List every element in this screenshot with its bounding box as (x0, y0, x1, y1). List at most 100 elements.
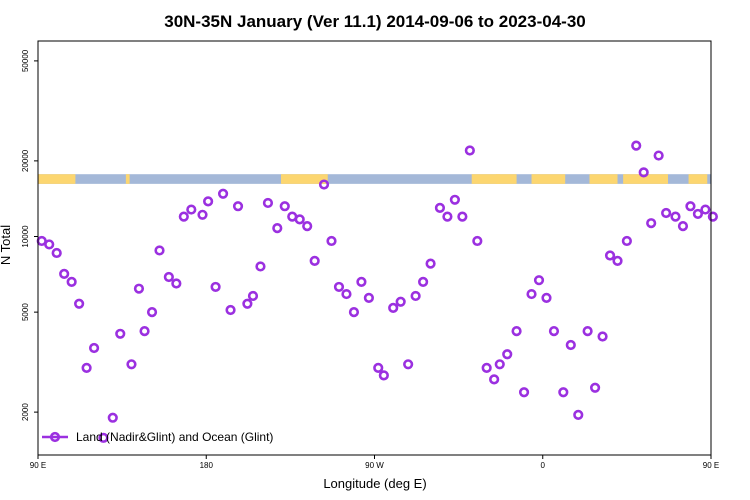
data-point (565, 339, 576, 351)
data-point (481, 362, 492, 373)
data-point (326, 235, 337, 247)
data-point (558, 387, 569, 398)
data-point (163, 271, 174, 283)
data-point (294, 214, 305, 225)
plot-frame (37, 40, 712, 456)
x-tick-label: 90 E (30, 461, 46, 470)
data-point (541, 292, 552, 303)
chart-title: 30N-35N January (Ver 11.1) 2014-09-06 to… (164, 12, 585, 31)
data-point (677, 221, 689, 232)
data-point (146, 307, 158, 318)
data-point (98, 432, 109, 443)
ocean-band (38, 174, 711, 184)
data-point (178, 211, 189, 222)
data-point (582, 326, 593, 337)
data-point (442, 211, 453, 222)
data-point (197, 209, 208, 220)
x-tick-label: 90 W (365, 461, 384, 470)
data-point (115, 328, 126, 339)
data-point (410, 290, 421, 302)
data-point (232, 201, 244, 212)
x-tick-label: 180 (200, 461, 214, 470)
data-point (700, 204, 711, 215)
data-point (692, 208, 704, 220)
data-point (502, 349, 513, 360)
data-point (373, 362, 384, 373)
data-point (707, 211, 718, 222)
data-point (526, 288, 537, 300)
data-point (171, 278, 182, 289)
x-tick-label: 90 E (703, 461, 719, 470)
data-point (449, 194, 460, 205)
data-point (589, 382, 601, 393)
data-point (494, 359, 505, 370)
data-point (333, 281, 345, 293)
data-point (661, 207, 672, 219)
y-axis-label: N Total (0, 225, 13, 265)
land-segment (496, 174, 517, 184)
data-point (457, 211, 468, 222)
data-point (51, 247, 62, 259)
data-point (262, 197, 274, 209)
y-tick-label: 50000 (21, 49, 30, 72)
data-point (621, 235, 632, 247)
data-point (318, 179, 330, 190)
data-point (107, 412, 118, 423)
data-point (217, 188, 229, 199)
data-point (631, 140, 642, 151)
land-segment (471, 174, 500, 184)
data-point (395, 296, 406, 307)
data-point (309, 255, 320, 266)
data-point (210, 281, 221, 293)
data-point (434, 202, 446, 213)
data-point (685, 201, 696, 212)
data-point (378, 370, 389, 381)
data-point (388, 302, 399, 313)
data-point (653, 150, 664, 161)
data-point (133, 283, 145, 294)
data-point (247, 290, 259, 302)
data-point (139, 326, 150, 337)
legend-marker (49, 431, 61, 443)
data-point (548, 326, 560, 337)
data-point (279, 201, 290, 212)
data-point (464, 145, 475, 156)
data-point (302, 221, 313, 232)
land-segment (589, 174, 618, 184)
data-point (341, 288, 352, 300)
data-points (36, 140, 718, 443)
data-point (348, 307, 360, 318)
legend-label: Land (Nadir&Glint) and Ocean (Glint) (76, 430, 273, 444)
data-point (597, 331, 608, 342)
land-segment (281, 174, 328, 184)
data-point (489, 374, 500, 385)
data-point (186, 204, 197, 215)
data-point (418, 276, 429, 287)
data-point (511, 326, 522, 337)
data-point (612, 255, 623, 266)
y-tick-label: 2000 (21, 403, 30, 421)
data-point (59, 268, 70, 279)
data-point (225, 304, 236, 316)
y-tick-label: 20000 (21, 149, 30, 172)
y-tick-label: 5000 (21, 303, 30, 321)
data-point (88, 342, 100, 354)
data-point (646, 218, 657, 229)
data-point (66, 276, 77, 287)
data-point (44, 239, 55, 250)
x-tick-label: 0 (541, 461, 546, 470)
data-point (533, 275, 545, 286)
data-point (638, 167, 649, 178)
land-segment (38, 174, 76, 184)
land-segment (688, 174, 708, 184)
land-segment (623, 174, 669, 184)
land-segment (125, 174, 130, 184)
land-ocean-band (38, 174, 711, 184)
data-point (81, 362, 92, 373)
data-point (272, 223, 283, 234)
data-point (203, 196, 214, 207)
data-point (255, 261, 266, 272)
data-point (242, 298, 253, 309)
land-segment (531, 174, 566, 184)
